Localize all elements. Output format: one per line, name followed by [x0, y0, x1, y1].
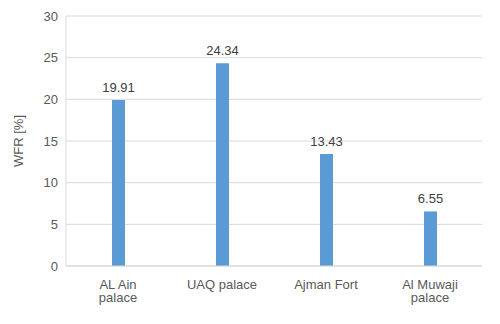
- svg-text:UAQ palace: UAQ palace: [187, 277, 257, 292]
- svg-text:AL Ainpalace: AL Ainpalace: [99, 277, 137, 305]
- svg-text:19.91: 19.91: [102, 80, 135, 95]
- svg-text:13.43: 13.43: [310, 134, 343, 149]
- svg-text:30: 30: [44, 9, 58, 24]
- svg-text:20: 20: [44, 92, 58, 107]
- svg-text:Al Muwajipalace: Al Muwajipalace: [402, 277, 458, 305]
- svg-text:5: 5: [51, 217, 58, 232]
- svg-text:Ajman Fort: Ajman Fort: [294, 277, 358, 292]
- svg-text:25: 25: [44, 50, 58, 65]
- svg-text:0: 0: [51, 259, 58, 274]
- svg-text:6.55: 6.55: [418, 191, 443, 206]
- svg-text:24.34: 24.34: [206, 43, 239, 58]
- svg-text:15: 15: [44, 134, 58, 149]
- svg-text:WFR [%]: WFR [%]: [11, 115, 26, 167]
- svg-text:10: 10: [44, 175, 58, 190]
